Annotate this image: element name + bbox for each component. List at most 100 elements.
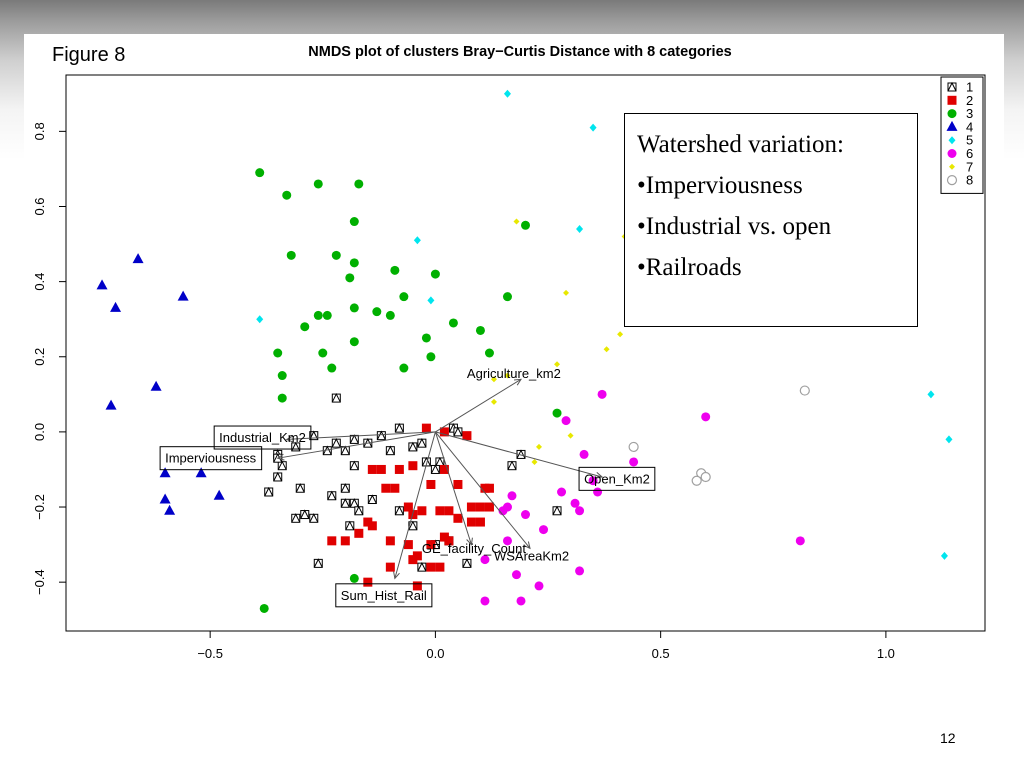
- marker-box: [340, 483, 350, 493]
- point-category-3: [255, 168, 265, 178]
- point-category-3: [354, 179, 364, 189]
- point-category-6: [511, 570, 521, 580]
- point-category-3: [552, 408, 562, 418]
- point-category-3: [313, 310, 323, 320]
- point-category-3: [521, 220, 530, 230]
- point-category-6: [570, 498, 580, 508]
- point-category-1: [354, 505, 364, 516]
- point-category-2: [385, 536, 395, 546]
- point-category-5: [927, 390, 935, 399]
- plot-frame: [65, 74, 986, 632]
- point-category-8: [691, 475, 702, 486]
- marker-cross: [417, 562, 427, 572]
- point-category-3: [259, 603, 269, 613]
- marker-box: [367, 495, 377, 505]
- point-category-2: [484, 483, 494, 493]
- point-category-2: [367, 464, 377, 474]
- vector-arrowhead: [393, 571, 400, 580]
- point-category-4: [164, 504, 176, 515]
- marker-cross: [354, 505, 364, 516]
- point-category-5: [413, 236, 421, 245]
- point-category-1: [417, 438, 427, 448]
- legend-item-7: 7: [949, 159, 973, 174]
- point-category-1: [552, 505, 562, 516]
- point-category-4: [110, 301, 122, 312]
- marker-cross: [349, 498, 359, 508]
- vector-label-box: [159, 446, 263, 471]
- vector-arrowhead: [276, 453, 285, 461]
- marker-box: [376, 431, 386, 441]
- vector-arrowhead: [285, 435, 294, 443]
- marker-cross: [367, 494, 377, 504]
- point-category-2: [408, 555, 418, 565]
- vector-label: GE_facility_Count: [422, 541, 526, 556]
- vector-label-group: Open_Km2: [578, 466, 656, 491]
- point-category-1: [349, 498, 359, 508]
- marker-box: [300, 510, 310, 520]
- series-5: [256, 89, 953, 560]
- marker-box: [947, 82, 957, 92]
- marker-box: [417, 562, 427, 572]
- point-category-1: [349, 460, 359, 471]
- point-category-6: [629, 457, 639, 467]
- point-category-3: [349, 303, 359, 313]
- point-category-1: [367, 494, 377, 505]
- point-category-6: [557, 487, 567, 497]
- point-category-1: [313, 558, 323, 568]
- series-3: [255, 168, 562, 613]
- point-category-7: [567, 432, 574, 439]
- point-category-2: [439, 464, 449, 474]
- legend-marker: [949, 163, 955, 170]
- x-tick-label: 0.0: [426, 646, 444, 661]
- y-tick-label: 0.0: [32, 423, 47, 441]
- point-category-1: [408, 520, 418, 531]
- point-category-3: [286, 250, 296, 260]
- callout-item-imperviousness: •Imperviousness: [637, 172, 803, 199]
- legend-label: 6: [966, 146, 973, 161]
- point-category-6: [521, 510, 530, 520]
- point-category-1: [394, 505, 404, 516]
- point-category-3: [349, 217, 359, 227]
- marker-cross: [363, 438, 373, 448]
- point-category-6: [561, 416, 571, 426]
- marker-box: [327, 491, 337, 501]
- point-category-3: [300, 322, 310, 332]
- marker-box: [345, 521, 355, 531]
- point-category-1: [331, 392, 341, 403]
- legend-item-2: 2: [947, 93, 973, 108]
- point-category-2: [475, 502, 485, 512]
- legend-label: 5: [966, 133, 973, 148]
- point-category-3: [349, 573, 359, 583]
- point-category-1: [264, 486, 274, 497]
- point-category-3: [399, 363, 409, 373]
- vector-label: WSAreaKm2: [494, 548, 569, 563]
- point-category-2: [367, 521, 377, 531]
- legend-item-3: 3: [947, 106, 973, 121]
- legend-marker: [947, 81, 957, 92]
- vector-label: Industrial_Km2: [219, 430, 306, 445]
- vector-label-group: Sum_Hist_Rail: [335, 583, 433, 608]
- point-category-2: [484, 502, 494, 512]
- callout-box: Watershed variation: •Imperviousness •In…: [624, 113, 918, 327]
- marker-cross: [300, 509, 310, 519]
- marker-cross: [408, 520, 418, 531]
- point-category-2: [385, 562, 395, 572]
- marker-cross: [345, 520, 355, 531]
- point-category-1: [430, 464, 440, 474]
- marker-cross: [408, 441, 418, 452]
- marker-cross: [462, 558, 472, 568]
- point-category-1: [462, 558, 472, 568]
- marker-box: [394, 506, 404, 516]
- vector-label-group: Imperviousness: [159, 446, 263, 471]
- marker-cross: [507, 460, 517, 470]
- point-category-1: [408, 441, 418, 452]
- point-category-6: [480, 596, 490, 606]
- point-category-8: [799, 385, 810, 396]
- point-category-7: [490, 376, 497, 383]
- point-category-2: [403, 502, 413, 512]
- marker-cross: [421, 456, 431, 467]
- legend-label: 3: [966, 106, 973, 121]
- legend-item-1: 1: [947, 80, 973, 95]
- point-category-6: [502, 536, 512, 546]
